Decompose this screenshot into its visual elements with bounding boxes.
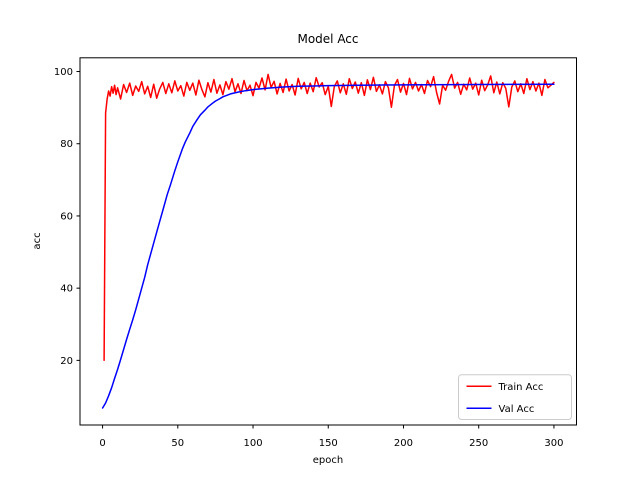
y-tick-label: 20 <box>60 356 73 367</box>
x-tick-label: 300 <box>544 438 563 449</box>
axis-ticks: 0 50 100 150 200 250 300 20 40 60 80 100 <box>54 67 564 449</box>
y-tick-label: 80 <box>60 139 73 150</box>
series-lines <box>101 73 555 409</box>
legend: Train Acc Val Acc <box>458 374 572 420</box>
x-tick-label: 50 <box>171 438 184 449</box>
legend-label: Val Acc <box>499 404 535 415</box>
x-tick-label: 150 <box>319 438 338 449</box>
plot-area <box>80 57 577 426</box>
x-tick-label: 250 <box>469 438 488 449</box>
y-axis-label: acc <box>32 232 43 249</box>
x-tick-label: 200 <box>394 438 413 449</box>
x-tick-label: 100 <box>243 438 262 449</box>
val-acc-line <box>101 83 555 409</box>
y-tick-label: 100 <box>54 67 73 78</box>
x-axis-label: epoch <box>313 455 343 466</box>
train-acc-line <box>103 73 555 362</box>
legend-label: Train Acc <box>498 382 544 393</box>
plot-border <box>79 57 577 426</box>
y-tick-label: 40 <box>60 284 73 295</box>
x-tick-label: 0 <box>99 438 105 449</box>
y-tick-label: 60 <box>60 211 73 222</box>
chart-title: Model Acc <box>297 32 358 46</box>
